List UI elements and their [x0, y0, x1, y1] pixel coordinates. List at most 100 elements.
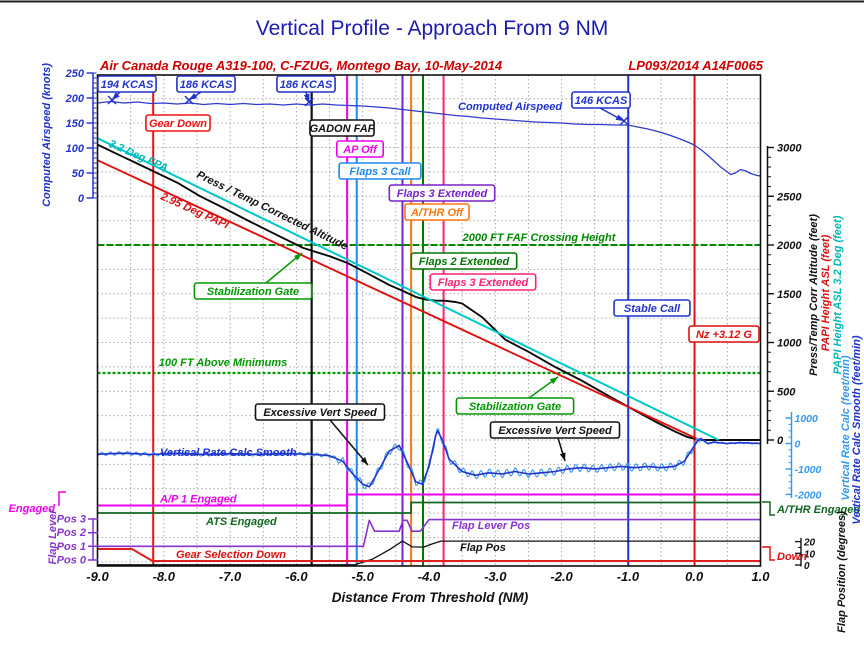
x-tick-label: 0.0: [685, 569, 704, 584]
airspeed-tick-label: 200: [65, 93, 85, 105]
annotation-box-186-kcas: [176, 75, 236, 93]
plot-frame: [96, 74, 762, 567]
series-vertical-rate-calc-smooth: [97, 429, 761, 488]
label-pos-1: Pos 1: [57, 541, 86, 553]
x-tick-label: -5.0: [351, 569, 374, 584]
rate-tick-label: -1000: [795, 464, 822, 476]
annotation-box-stabilization-gate: [193, 282, 313, 300]
annotation-text: AP Off: [342, 144, 378, 156]
airspeed-tick-label: 100: [66, 143, 85, 155]
annotation-text: Flaps 2 Extended: [419, 256, 510, 268]
rate-tick-label: 1000: [795, 413, 819, 425]
x-mark: [304, 97, 314, 107]
x-tick-label: -4.0: [418, 569, 441, 584]
airspeed-tick-label: 50: [72, 168, 85, 180]
series-computed-airspeed: [97, 100, 761, 177]
annotation-box-186-kcas: [276, 75, 336, 93]
rate-tick-label: 0: [795, 439, 801, 451]
arrowhead: [549, 377, 558, 385]
airspeed-tick-label: 150: [66, 118, 85, 130]
annotation-text: Gear Down: [149, 118, 207, 130]
label-papi-height-asl-feet-: PAPI Height ASL (feet): [820, 234, 832, 351]
arrowhead: [360, 456, 368, 465]
bracket: [88, 518, 98, 561]
label-a-p-1-engaged: A/P 1 Engaged: [159, 494, 237, 506]
altitude-tick-label: 1500: [777, 289, 802, 301]
altitude-tick-label: 1000: [777, 338, 802, 350]
altitude-tick-label: 2500: [776, 191, 802, 203]
annotation-box-flaps-3-extended: [429, 273, 537, 291]
chart-subtitle: Air Canada Rouge A319-100, C-FZUG, Monte…: [99, 58, 503, 73]
annotation-box-gadon-faf: [309, 119, 375, 137]
annotation-text: Excessive Vert Speed: [263, 407, 377, 419]
label-engaged: Engaged: [9, 503, 56, 515]
label-gear-selection-down: Gear Selection Down: [176, 549, 286, 561]
label-a-thr-engaged: A/THR Engaged: [776, 504, 860, 516]
report-id: LP093/2014 A14F0065: [628, 58, 763, 73]
annotation-box-ap-off: [335, 140, 384, 158]
x-mark: [107, 95, 117, 105]
annotation-box-a-thr-off: [404, 203, 470, 221]
annotation-box-stabilization-gate: [455, 397, 575, 415]
series-ats-engaged: [97, 501, 761, 514]
series-vertical-rate-calc: [97, 427, 761, 489]
annotation-box-194-kcas: [97, 75, 157, 93]
label-100-ft-above-minimums: 100 FT Above Minimums: [159, 357, 288, 369]
annotation-text: Flaps 3 Call: [349, 166, 411, 178]
chart-title: Vertical Profile - Approach From 9 NM: [256, 17, 608, 40]
annotation-text: Stabilization Gate: [469, 401, 561, 413]
annotation-box-excessive-vert-speed: [489, 421, 621, 439]
annotation-text: A/THR Off: [410, 207, 465, 219]
x-axis-title: Distance From Threshold (NM): [332, 590, 529, 605]
arrowhead: [293, 253, 302, 261]
annotation-text: 186 KCAS: [280, 79, 333, 91]
label-flap-position-degrees-: Flap Position (degrees): [836, 511, 848, 633]
x-tick-label: 1.0: [751, 569, 770, 584]
x-tick-label: -3.0: [484, 569, 507, 584]
bracket: [58, 491, 66, 506]
label-flap-lever-pos: Flap Lever Pos: [452, 520, 530, 532]
label-vertical-rate-calc-smooth-feet-min-: Vertical Rate Calc Smooth (feet/min): [851, 335, 863, 524]
label-pos-3: Pos 3: [57, 514, 86, 526]
x-mark: [184, 95, 194, 105]
annotation-box-flaps-3-call: [338, 162, 422, 180]
annotation-text: 194 KCAS: [101, 79, 154, 91]
label-flap-pos: Flap Pos: [460, 542, 506, 554]
label-ats-engaged: ATS Engaged: [205, 516, 277, 528]
annotation-arrow: [329, 419, 369, 466]
annotation-text: Excessive Vert Speed: [498, 425, 612, 437]
series-gear-selection-down: [97, 548, 761, 562]
series-papi-height-asl-3-2deg: [97, 137, 720, 441]
annotation-text: 186 KCAS: [180, 79, 233, 91]
altitude-tick-label: 3000: [777, 143, 802, 155]
annotation-text: Flaps 3 Extended: [438, 277, 529, 289]
label-computed-airspeed-knots-: Computed Airspeed (knots): [41, 63, 53, 207]
series-flap-lever-pos: [97, 518, 761, 548]
annotation-box-nz-3-12-g: [688, 325, 760, 343]
annotation-box-146-kcas: [571, 91, 631, 109]
label-press-temp-corrected-altitude: Press / Temp Corrected Altitude: [195, 169, 350, 253]
annotation-box-flaps-3-extended: [388, 184, 496, 202]
label-vertical-rate-calc-feet-min-: Vertical Rate Calc (feet/min): [840, 355, 852, 500]
x-tick-label: -7.0: [219, 569, 242, 584]
rate-tick-label: -2000: [795, 489, 822, 501]
airspeed-tick-label: 0: [78, 193, 85, 205]
flap-tick-label: 20: [803, 538, 816, 549]
bracket: [762, 501, 775, 516]
altitude-tick-label: 0: [777, 435, 784, 447]
x-tick-label: -6.0: [285, 569, 308, 584]
arrowhead: [303, 93, 310, 102]
series-press-temp-corrected-altitude: [97, 143, 761, 441]
arrowhead: [559, 452, 566, 461]
label-flap-lever: Flap Lever: [47, 509, 59, 565]
label-pos-2: Pos 2: [57, 527, 86, 539]
flap-tick-label: 10: [804, 549, 816, 560]
x-tick-label: -8.0: [153, 569, 176, 584]
annotation-box-stable-call: [613, 299, 691, 317]
x-tick-label: -2.0: [550, 569, 573, 584]
altitude-tick-label: 500: [777, 386, 796, 398]
label-papi-height-asl-3-2-deg-feet-: PAPI Height ASL 3.2 Deg (feet): [832, 215, 844, 374]
label-down: Down: [777, 551, 807, 563]
